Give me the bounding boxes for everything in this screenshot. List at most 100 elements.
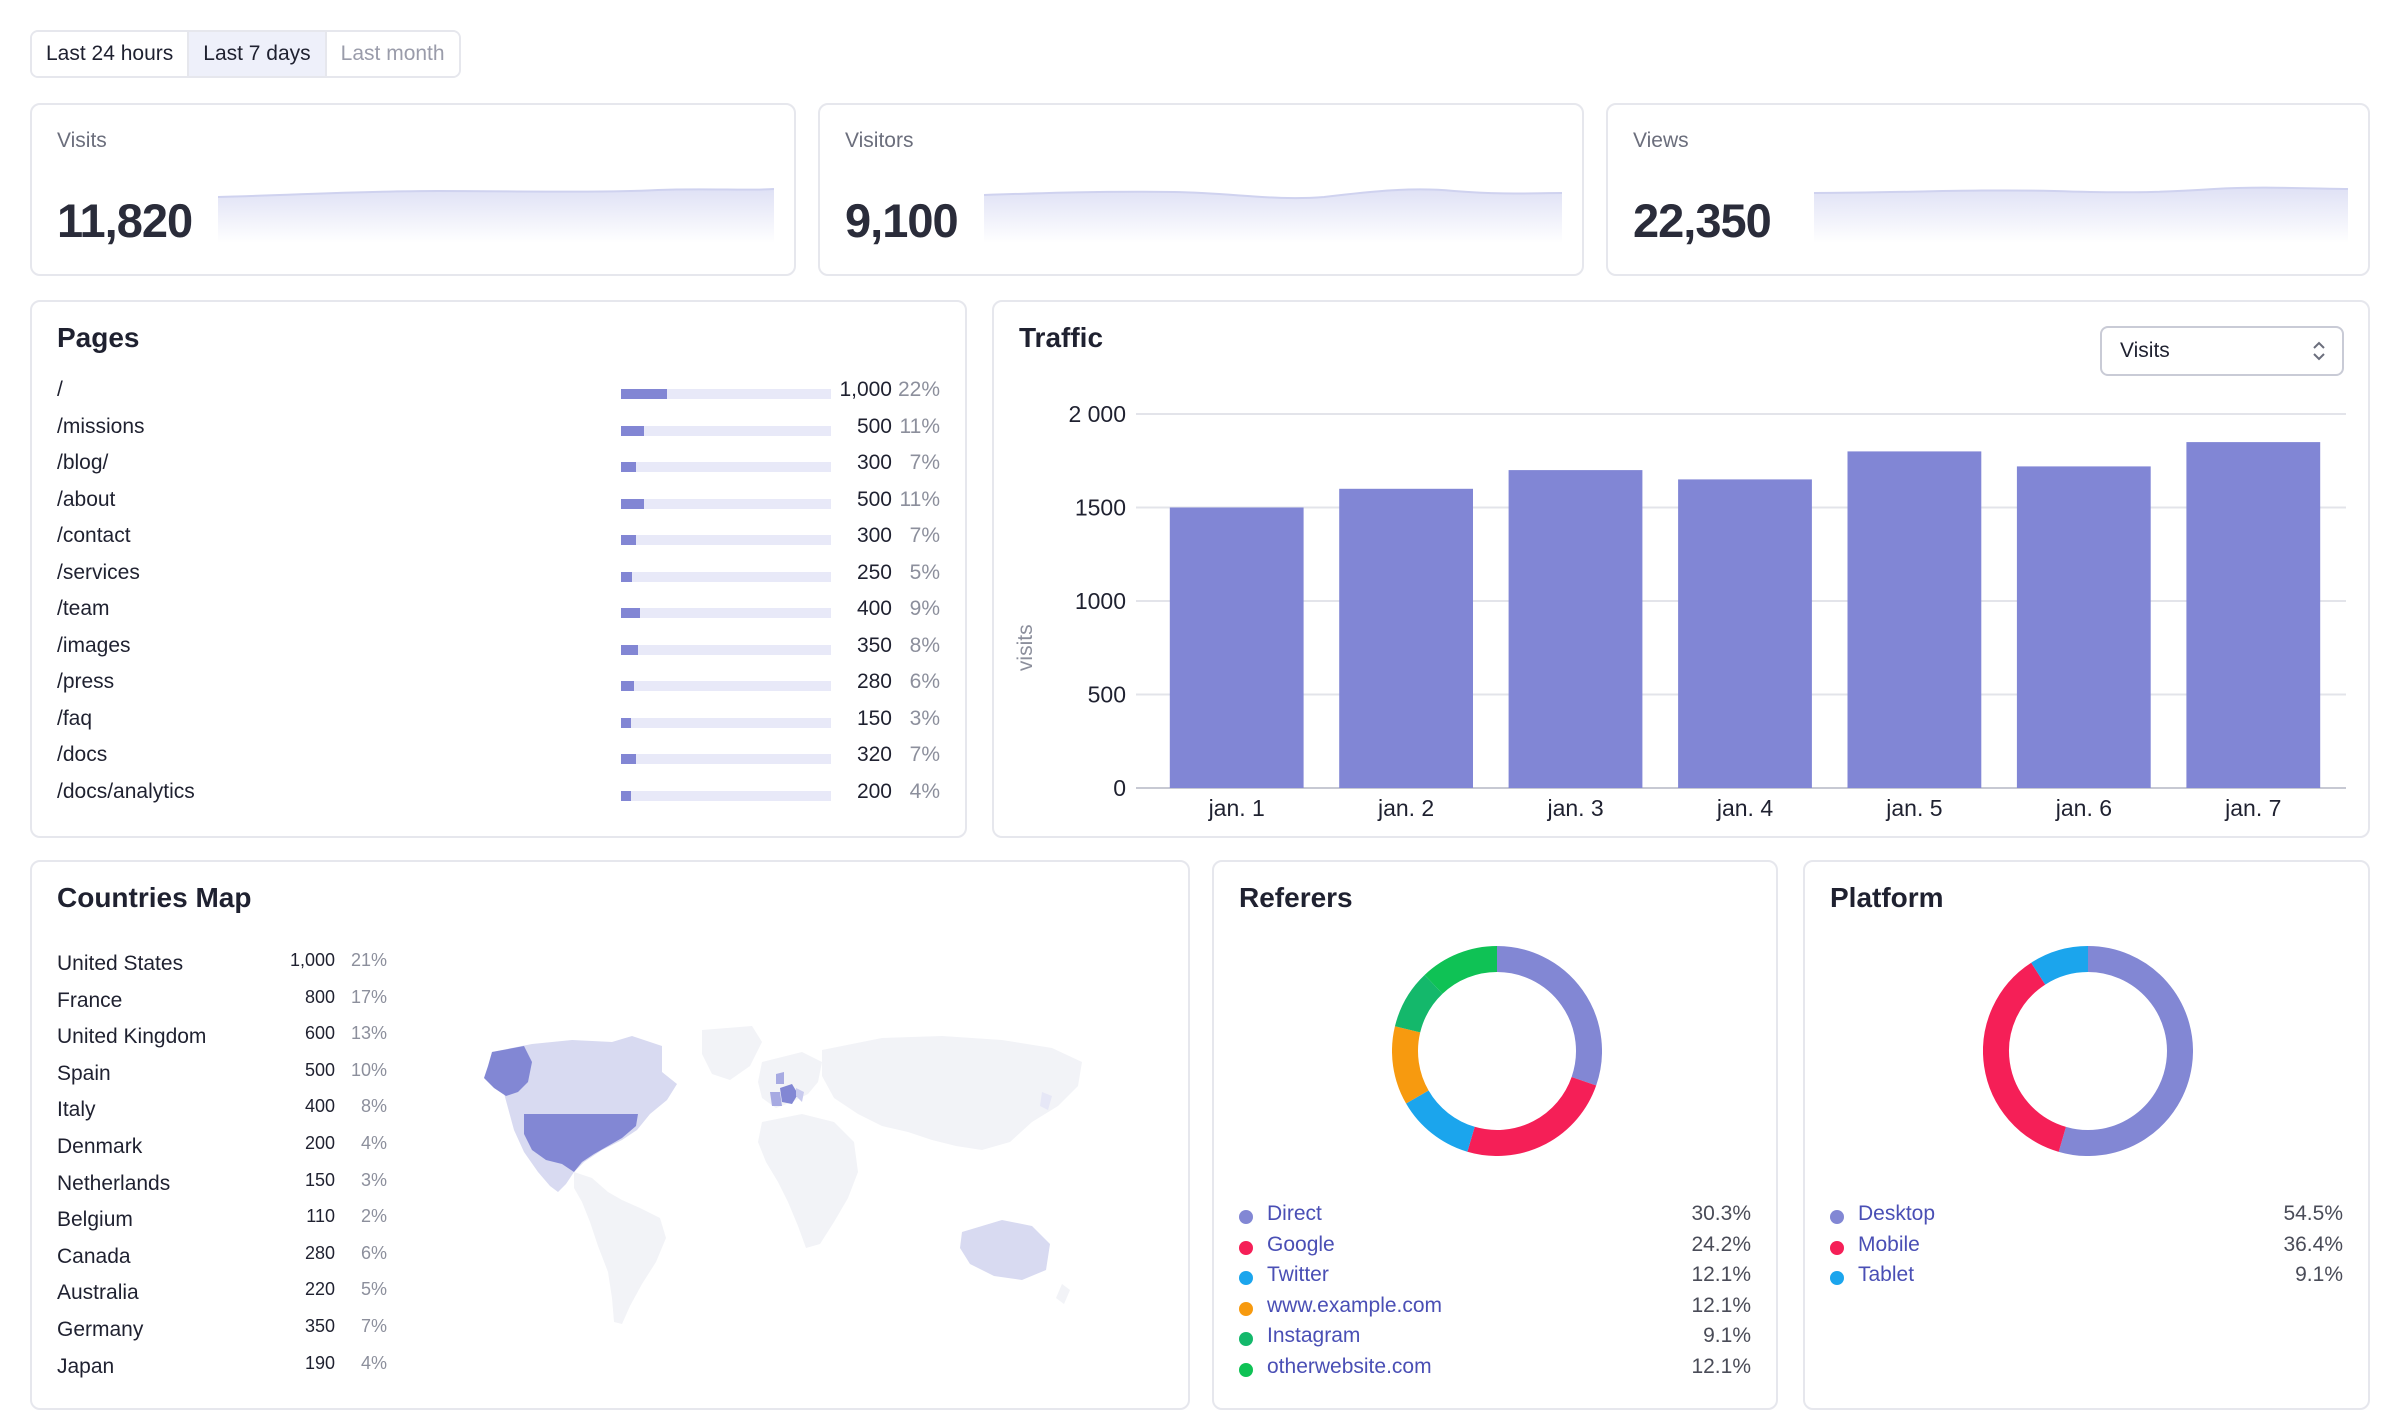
country-row[interactable]: United Kingdom 600 13% [57,1023,387,1055]
legend-item[interactable]: www.example.com 12.1% [1239,1294,1751,1324]
donut-slice-instagram[interactable] [1394,974,1443,1033]
country-value: 220 [304,1279,335,1300]
legend-item[interactable]: Twitter 12.1% [1239,1263,1751,1293]
page-share-bar-fill [621,754,636,764]
page-value: 320 [856,743,892,766]
map-italy [796,1088,804,1102]
page-row[interactable]: /contact 300 7% [57,524,940,554]
legend-swatch [1239,1362,1253,1377]
country-row[interactable]: Denmark 200 4% [57,1133,387,1165]
x-tick-label: jan. 6 [2055,795,2112,821]
donut-slice-www-example-com[interactable] [1392,1026,1429,1104]
bar[interactable] [2016,466,2151,788]
tab-last-24-hours[interactable]: Last 24 hours [32,32,188,76]
bar[interactable] [1169,507,1304,789]
legend-item[interactable]: Instagram 9.1% [1239,1324,1751,1354]
map-asia [822,1036,1082,1150]
page-share-bar-fill [621,498,645,509]
page-share-bar [621,790,831,801]
legend-item[interactable]: Desktop 54.5% [1830,1202,2343,1232]
page-share-bar [621,754,831,764]
country-row[interactable]: France 800 17% [57,986,387,1019]
x-tick-label: jan. 7 [2224,795,2281,821]
page-row[interactable]: /press 280 6% [57,670,940,700]
bar[interactable] [1508,470,1643,788]
country-value: 110 [306,1206,335,1227]
page-value: 1,000 [839,378,892,401]
tab-last-7-days[interactable]: Last 7 days [189,32,325,76]
legend-item[interactable]: Mobile 36.4% [1830,1233,2343,1263]
bar[interactable] [1847,451,1982,788]
page-row[interactable]: /images 350 8% [57,634,940,664]
page-share-bar-fill [621,389,668,399]
country-row[interactable]: United States 1,000 21% [57,950,387,982]
country-row[interactable]: Germany 350 7% [57,1316,387,1348]
country-row[interactable]: Italy 400 8% [57,1096,387,1128]
page-percent: 7% [909,451,940,474]
legend-percent: 9.1% [2295,1263,2343,1286]
pages-card: Pages / 1,000 22% /missions 500 11% /blog/300 7… [30,300,967,838]
page-percent: 11% [899,414,940,438]
legend-percent: 30.3% [1691,1202,1751,1225]
page-row[interactable]: /blog/300 7% [57,451,940,481]
country-percent: 6% [360,1242,387,1263]
legend-item[interactable]: Direct 30.3% [1239,1202,1751,1232]
sparkline [984,188,1562,243]
country-row[interactable]: Japan 190 4% [57,1352,387,1385]
metric-select[interactable]: Visits [2100,326,2344,376]
page-share-bar-fill [621,462,636,472]
donut-slice-mobile[interactable] [1983,962,2067,1152]
country-percent: 4% [360,1352,387,1373]
legend-swatch [1830,1240,1844,1255]
stat-value: 22,350 [1633,194,1772,247]
country-row[interactable]: Australia 220 5% [57,1279,387,1311]
donut-slice-otherwebsite-com[interactable] [1424,946,1498,995]
donut-slice-twitter[interactable] [1406,1090,1476,1152]
donut-slice-tablet[interactable] [2031,946,2089,985]
tab-last-month[interactable]: Last month [326,32,459,76]
y-tick-label: 500 [1088,682,1126,708]
bar[interactable] [1678,479,1812,788]
country-percent: 7% [360,1316,387,1336]
x-tick-label: jan. 4 [1716,795,1773,821]
page-path: /docs [57,743,108,766]
country-value: 800 [304,986,335,1007]
legend-item[interactable]: Google 24.2% [1239,1233,1751,1263]
page-row[interactable]: /docs/analytics 200 4% [57,780,940,810]
country-name: Netherlands [57,1171,171,1195]
page-row[interactable]: /docs 320 7% [57,743,940,773]
donut-slice-desktop[interactable] [2058,946,2193,1156]
page-row[interactable]: /faq 150 3% [57,707,940,737]
y-axis-label: visits [1014,624,1037,671]
legend-swatch [1239,1332,1253,1346]
tab-divider [324,32,327,76]
page-path: /images [57,633,131,657]
legend-item[interactable]: Tablet 9.1% [1830,1263,2343,1293]
legend-swatch [1239,1301,1253,1316]
country-row[interactable]: Canada 280 6% [57,1242,387,1275]
page-path: / [57,378,63,401]
legend-item[interactable]: otherwebsite.com 12.1% [1239,1355,1751,1385]
country-value: 400 [304,1096,335,1117]
bar[interactable] [2186,442,2321,788]
country-row[interactable]: Belgium 110 2% [57,1206,387,1238]
legend-label: Twitter [1267,1263,1329,1286]
bar[interactable] [1339,488,1473,788]
page-path: /missions [57,414,145,438]
country-row[interactable]: Netherlands 150 3% [57,1170,387,1202]
card-title: Countries Map [57,882,252,913]
page-row[interactable]: /team 400 9% [57,597,940,627]
page-row[interactable]: / 1,000 22% [57,378,940,408]
page-row[interactable]: /services 250 5% [57,561,940,591]
country-name: United States [57,952,184,975]
page-row[interactable]: /missions 500 11% [57,415,940,445]
donut-slice-google[interactable] [1467,1076,1597,1156]
page-row[interactable]: /about 500 11% [57,488,940,518]
country-row[interactable]: Spain 500 10% [57,1060,387,1092]
page-share-bar-fill [621,681,634,691]
page-percent: 8% [909,633,940,657]
stat-card-visitors: Visitors 9,100 [818,103,1584,276]
donut-slice-direct[interactable] [1496,946,1602,1086]
country-value: 600 [304,1023,335,1044]
page-value: 280 [856,670,892,693]
